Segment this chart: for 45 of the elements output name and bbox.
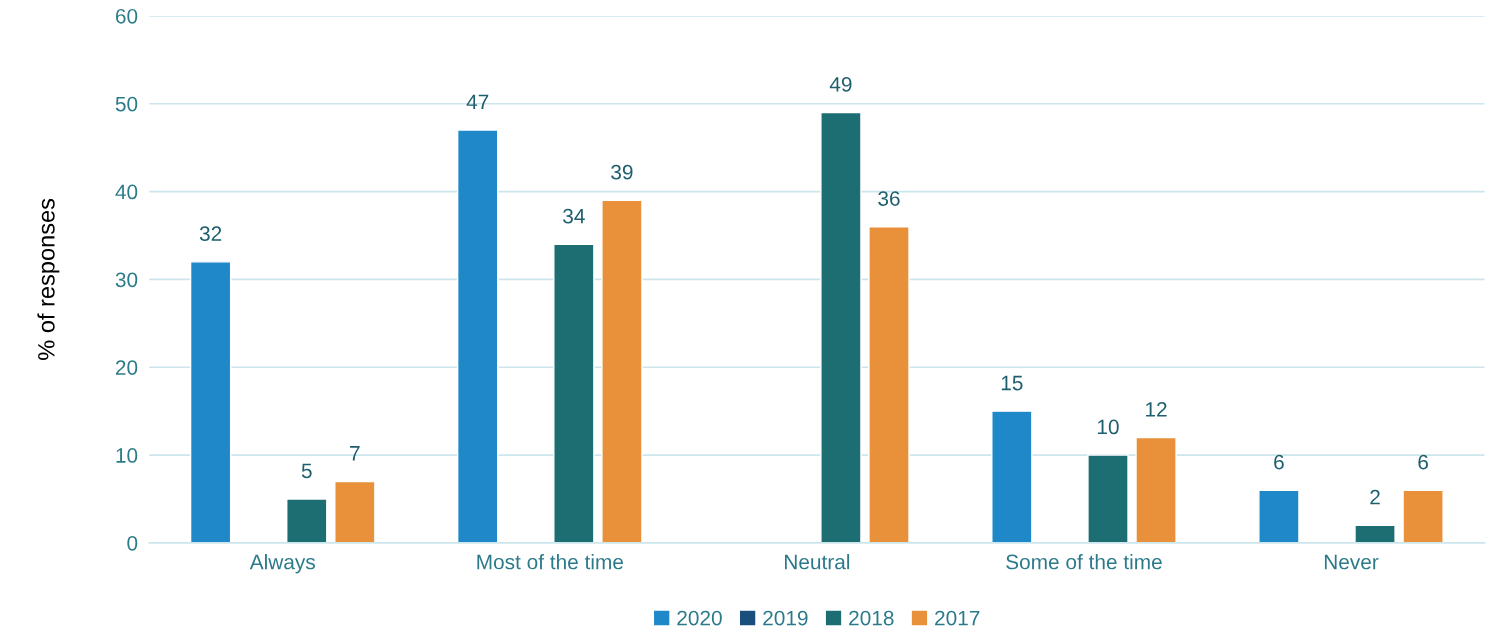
y-tick-label: 0 xyxy=(127,535,138,551)
bar xyxy=(1135,436,1177,543)
bar xyxy=(1258,489,1300,543)
data-label: 12 xyxy=(1146,401,1167,417)
data-label: 34 xyxy=(563,208,585,224)
y-tick-label: 30 xyxy=(115,272,138,288)
bar xyxy=(189,261,232,543)
bar xyxy=(1354,524,1396,543)
x-tick-label: Most of the time xyxy=(477,554,623,570)
data-label: 5 xyxy=(301,463,312,479)
bar xyxy=(991,410,1033,543)
bar xyxy=(1087,454,1129,543)
data-label: 6 xyxy=(1418,454,1428,470)
data-label: 47 xyxy=(466,94,489,110)
bar xyxy=(1402,489,1444,543)
bar xyxy=(286,498,328,543)
x-tick-label: Some of the time xyxy=(1006,554,1162,570)
data-label: 32 xyxy=(199,226,222,242)
bar xyxy=(553,243,595,543)
data-label: 7 xyxy=(350,446,360,461)
y-tick-label: 20 xyxy=(115,360,138,375)
y-tick-label: 50 xyxy=(115,96,138,112)
y-axis-title: % of responses xyxy=(37,198,60,360)
data-label: 49 xyxy=(829,76,852,92)
x-tick-label: Never xyxy=(1324,554,1379,570)
data-label: 2 xyxy=(1370,489,1380,505)
bar xyxy=(820,111,862,543)
x-tick-label: Always xyxy=(249,554,315,574)
x-tick-label: Neutral xyxy=(785,554,850,570)
data-label: 10 xyxy=(1097,419,1119,435)
legend-label: 2017 xyxy=(935,610,980,626)
bar xyxy=(456,129,499,543)
data-label: 6 xyxy=(1274,454,1284,470)
data-label: 36 xyxy=(878,191,900,206)
legend-label: 2018 xyxy=(849,610,894,626)
legend-label: 2020 xyxy=(677,610,722,626)
data-label: 39 xyxy=(611,164,633,180)
y-tick-label: 60 xyxy=(115,8,138,24)
y-tick-label: 10 xyxy=(116,448,138,463)
y-tick-label: 40 xyxy=(115,184,138,200)
bar xyxy=(334,480,376,543)
data-label: 15 xyxy=(1001,375,1023,391)
bar xyxy=(868,225,910,543)
bar xyxy=(601,199,643,543)
legend-label: 2019 xyxy=(763,610,808,626)
